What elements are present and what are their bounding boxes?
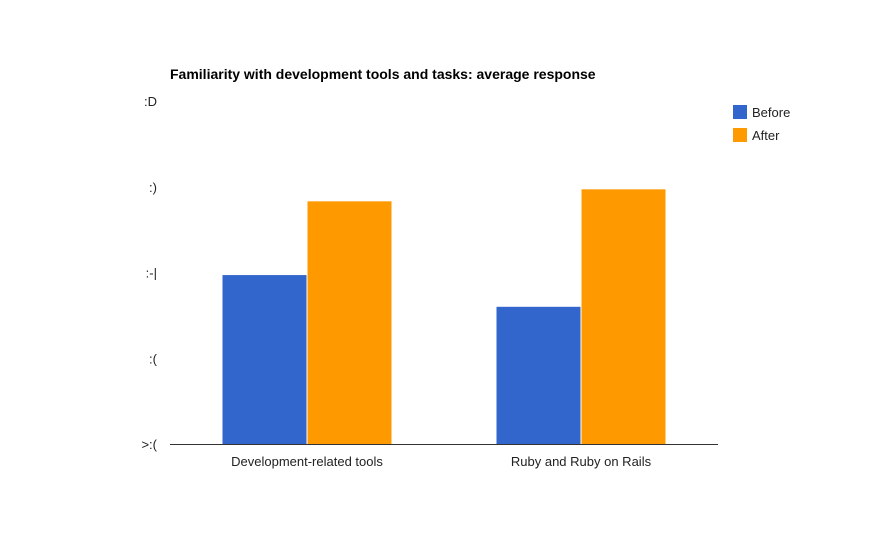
legend-swatch-before xyxy=(733,105,747,119)
bar-before-1 xyxy=(496,306,581,444)
bar-before-0 xyxy=(222,275,307,444)
bar-after-0 xyxy=(307,201,392,444)
x-category-label-0: Development-related tools xyxy=(231,454,383,469)
legend-label-before: Before xyxy=(752,105,790,120)
y-axis: >:( :( :-|:) :D xyxy=(141,94,157,452)
y-tick-label-4: :D xyxy=(144,94,157,109)
legend-label-after: After xyxy=(752,128,780,143)
chart-title: Familiarity with development tools and t… xyxy=(170,66,596,82)
bar-after-1 xyxy=(581,189,666,444)
y-tick-label-0: >:( xyxy=(141,437,157,452)
y-tick-label-3: :) xyxy=(149,180,157,195)
x-axis: Development-related tools Ruby and Ruby o… xyxy=(170,444,718,469)
bars-layer xyxy=(222,189,666,444)
x-category-label-1: Ruby and Ruby on Rails xyxy=(511,454,652,469)
y-tick-label-2: :-| xyxy=(146,266,157,281)
legend-swatch-after xyxy=(733,128,747,142)
y-tick-label-1: :( xyxy=(149,351,158,366)
legend: Before After xyxy=(733,105,790,143)
